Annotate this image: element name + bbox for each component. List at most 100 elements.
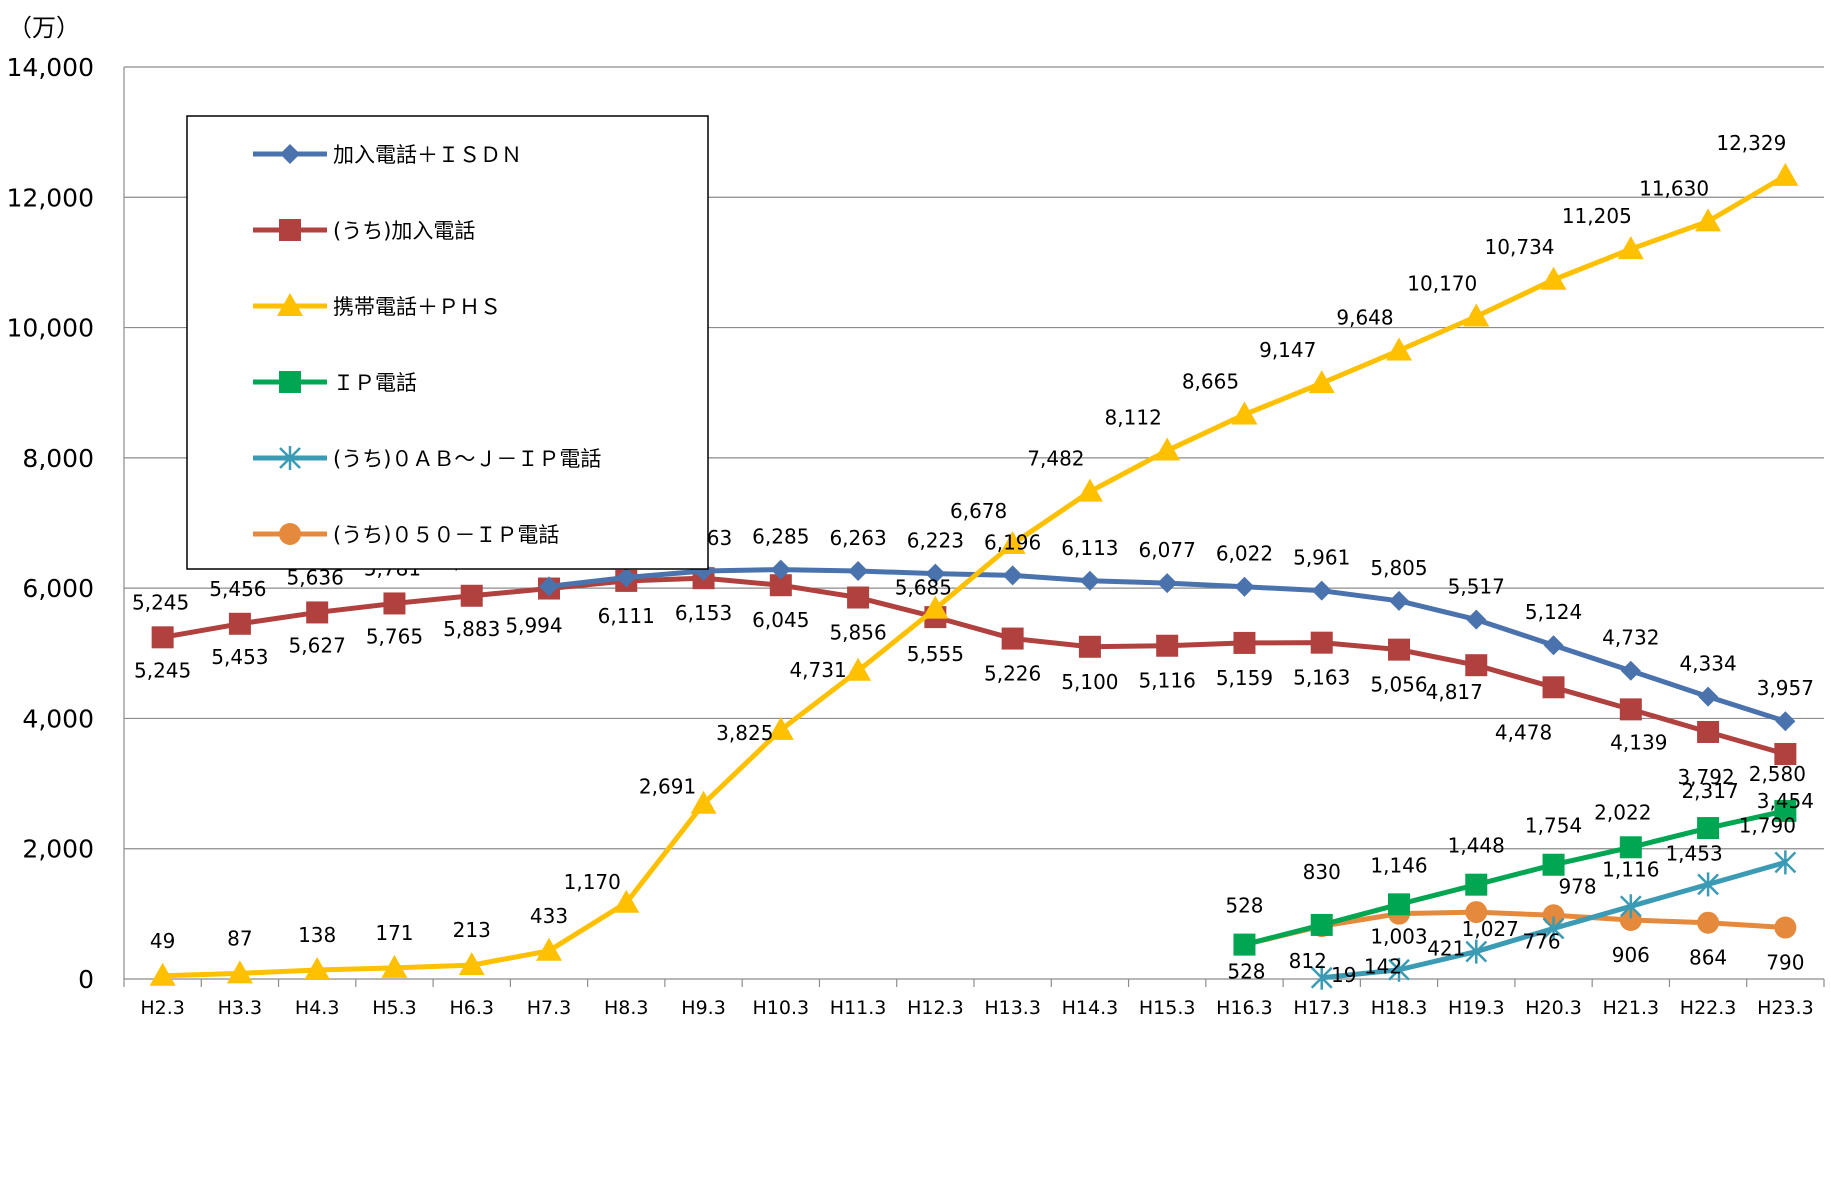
data-point-diamond [770, 559, 791, 580]
data-label: 4,478 [1495, 720, 1552, 744]
legend-item: ＩＰ電話 [253, 371, 417, 395]
data-label: 5,805 [1370, 556, 1427, 580]
data-point-square [1465, 654, 1488, 677]
data-point-circle [1465, 901, 1488, 924]
data-label: 812 [1289, 949, 1327, 973]
data-point-circle [1542, 904, 1565, 927]
data-point-triangle [149, 962, 176, 986]
data-point-square [1697, 817, 1720, 840]
data-label: 6,285 [752, 525, 809, 549]
x-tick-label: H14.3 [1062, 997, 1119, 1019]
legend-label: (うち)加入電話 [333, 219, 475, 243]
data-label: 1,754 [1525, 814, 1582, 838]
data-point-square [460, 584, 483, 607]
data-point-circle [1774, 916, 1797, 939]
data-point-diamond [1698, 686, 1719, 707]
x-tick-label: H15.3 [1139, 997, 1196, 1019]
data-label: 1,448 [1448, 834, 1505, 858]
data-point-triangle [613, 889, 640, 913]
data-point-square [1156, 634, 1179, 657]
data-point-triangle [1231, 401, 1258, 425]
data-label: 1,170 [564, 870, 621, 894]
series-1 [151, 567, 1797, 765]
data-label: 4,732 [1602, 626, 1659, 650]
data-point-diamond [280, 144, 300, 164]
x-tick-label: H6.3 [449, 997, 494, 1019]
data-label: 6,077 [1139, 538, 1196, 562]
data-point-triangle [1540, 266, 1567, 290]
series-0 [539, 559, 1796, 732]
data-point-square [1774, 799, 1797, 822]
data-label: 87 [227, 926, 252, 950]
data-label: 5,765 [366, 624, 423, 648]
data-label: 6,678 [950, 499, 1007, 523]
data-point-diamond [1775, 711, 1796, 732]
data-point-diamond [1466, 609, 1487, 630]
data-label: 11,630 [1639, 176, 1709, 200]
data-point-square [1542, 853, 1565, 876]
data-label: 2,691 [639, 775, 696, 799]
data-label: 5,555 [907, 642, 964, 666]
data-label: 5,994 [505, 614, 562, 638]
x-tick-label: H12.3 [907, 997, 964, 1019]
data-point-square [1388, 893, 1410, 916]
data-point-triangle [536, 937, 562, 961]
data-label: 5,883 [443, 617, 500, 641]
data-label: 5,961 [1293, 546, 1350, 570]
series-group [149, 162, 1799, 990]
data-label: 1,453 [1665, 841, 1722, 865]
data-point-diamond [1234, 576, 1255, 597]
data-label: 2,022 [1594, 800, 1651, 824]
data-point-triangle [845, 657, 872, 681]
data-label: 5,517 [1448, 575, 1505, 599]
data-label: 6,111 [598, 604, 655, 628]
data-label: 6,113 [1061, 536, 1118, 560]
data-label: 2,580 [1749, 762, 1806, 786]
data-label: 6,223 [907, 529, 964, 553]
data-label: 6,153 [675, 601, 732, 625]
legend-box [186, 115, 709, 570]
data-point-square [151, 626, 174, 649]
x-tick-label: H3.3 [218, 997, 263, 1019]
x-tick-label: H2.3 [140, 997, 185, 1019]
data-label: 3,957 [1757, 676, 1814, 700]
data-label: 830 [1303, 860, 1341, 884]
data-label: 3,825 [716, 721, 773, 745]
data-point-diamond [1389, 590, 1409, 611]
data-label: 5,159 [1216, 666, 1273, 690]
x-tick-label: H22.3 [1680, 997, 1737, 1019]
x-tick-label: H13.3 [984, 997, 1041, 1019]
data-point-triangle [767, 716, 794, 740]
data-point-triangle [1386, 337, 1412, 361]
data-label: 433 [530, 904, 568, 928]
legend-label: (うち)０５０－ＩＰ電話 [333, 523, 559, 547]
series-3 [1233, 799, 1797, 956]
y-tick-label: 12,000 [7, 183, 94, 212]
x-tick-label: H16.3 [1216, 997, 1273, 1019]
data-label: 528 [1227, 960, 1265, 984]
data-point-square [279, 219, 301, 241]
data-label: 9,147 [1259, 338, 1316, 362]
data-label: 4,139 [1610, 730, 1667, 754]
x-tick-label: H23.3 [1757, 997, 1814, 1019]
data-point-diamond [848, 561, 869, 582]
data-label: 1,790 [1739, 813, 1796, 837]
y-unit-label: （万） [8, 14, 80, 42]
data-point-square [1078, 635, 1101, 658]
data-point-square [1388, 638, 1410, 661]
data-label: 8,665 [1182, 370, 1239, 394]
x-tick-label: H5.3 [372, 997, 417, 1019]
legend-label: 携帯電話＋ＰＨＳ [333, 295, 501, 319]
data-point-triangle [226, 960, 253, 984]
data-label: 5,116 [1139, 669, 1196, 693]
data-point-square [1542, 676, 1565, 699]
data-point-circle [1697, 911, 1720, 934]
x-tick-label: H9.3 [681, 997, 726, 1019]
data-point-diamond [925, 563, 946, 584]
series-4 [1310, 850, 1797, 990]
data-label: 12,329 [1716, 131, 1786, 155]
data-label: 906 [1612, 943, 1650, 967]
y-tick-label: 14,000 [7, 53, 94, 82]
data-label: 6,263 [829, 526, 886, 550]
